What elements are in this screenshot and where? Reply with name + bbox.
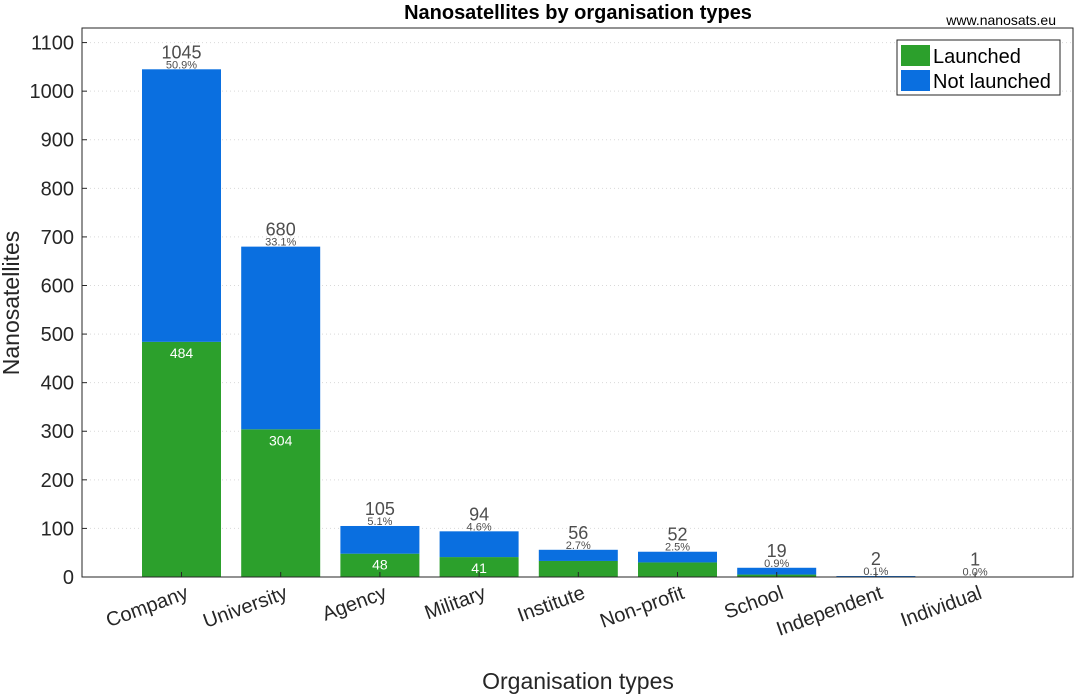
legend-swatch-launched: [901, 45, 930, 66]
y-tick-label: 700: [41, 227, 74, 249]
bar-not-launched: [340, 525, 420, 554]
source-credit: www.nanosats.eu: [945, 12, 1056, 28]
bar-not-launched: [737, 567, 817, 575]
bar-not-launched: [439, 531, 519, 558]
category-label: Company: [103, 582, 191, 632]
percent-label: 4.6%: [467, 521, 492, 533]
y-tick-label: 800: [41, 178, 74, 200]
bar-not-launched: [638, 551, 717, 563]
total-label: 1045: [161, 42, 201, 62]
y-axis-label: Nanosatellites: [0, 231, 24, 375]
category-label: Independent: [774, 582, 886, 641]
percent-label: 2.7%: [566, 540, 591, 552]
plot-frame: [81, 27, 1074, 578]
y-tick-label: 400: [41, 373, 74, 395]
percent-label: 5.1%: [367, 516, 392, 528]
category-label: Institute: [515, 582, 588, 627]
bar-not-launched: [142, 69, 221, 342]
bar-launched: [638, 562, 717, 577]
launched-value-label: 48: [372, 557, 388, 573]
bar-launched: [439, 557, 519, 577]
launched-value-label: 304: [269, 432, 293, 448]
percent-label: 0.1%: [863, 566, 888, 578]
bar-not-launched: [241, 246, 321, 430]
total-label: 94: [469, 504, 489, 524]
bar-not-launched: [538, 549, 618, 561]
category-label: Military: [422, 582, 489, 624]
bar-launched: [241, 429, 321, 577]
category-label: University: [200, 582, 290, 633]
y-ticks: 0 100 200 300 400 500 600 700 800 900 1000 1100: [30, 33, 87, 589]
legend: Launched Not launched: [896, 39, 1061, 96]
y-tick-label: 100: [41, 518, 74, 540]
grid-lines: [82, 42, 1073, 529]
y-tick-label: 900: [41, 130, 74, 152]
total-label: 105: [365, 499, 395, 519]
total-label: 1: [970, 550, 980, 570]
bar-launched: [340, 553, 420, 577]
x-axis-label: Organisation types: [482, 668, 674, 694]
percent-label: 33.1%: [265, 237, 296, 249]
legend-swatch-not-launched: [901, 70, 930, 91]
bar-launched: [538, 560, 618, 577]
y-tick-label: 500: [41, 324, 74, 346]
y-tick-label: 600: [41, 275, 74, 297]
percent-label: 0.0%: [963, 567, 988, 579]
legend-label-not-launched: Not launched: [933, 71, 1051, 93]
y-tick-label: 300: [41, 421, 74, 443]
total-label: 19: [767, 541, 787, 561]
category-label: Agency: [319, 582, 389, 625]
total-label: 2: [871, 549, 881, 569]
total-label: 56: [568, 523, 588, 543]
percent-label: 50.9%: [166, 59, 197, 71]
y-tick-label: 0: [63, 567, 74, 589]
x-ticks: Company University Agency Military Institute…: [103, 572, 985, 641]
percent-label: 0.9%: [764, 558, 789, 570]
category-label: Non-profit: [597, 582, 687, 633]
y-tick-label: 1100: [31, 33, 74, 55]
percent-label: 2.5%: [665, 542, 690, 554]
total-label: 680: [266, 220, 296, 240]
launched-value-label: 484: [170, 345, 194, 361]
bar-launched: [142, 341, 221, 577]
legend-label-launched: Launched: [933, 46, 1021, 68]
y-tick-label: 1000: [30, 81, 75, 103]
bars: [142, 69, 1015, 577]
category-label: School: [721, 582, 786, 624]
chart-title: Nanosatellites by organisation types: [404, 2, 752, 24]
launched-value-label: 41: [471, 560, 487, 576]
category-label: Individual: [898, 582, 985, 632]
total-label: 52: [667, 525, 687, 545]
y-tick-label: 200: [41, 470, 74, 492]
